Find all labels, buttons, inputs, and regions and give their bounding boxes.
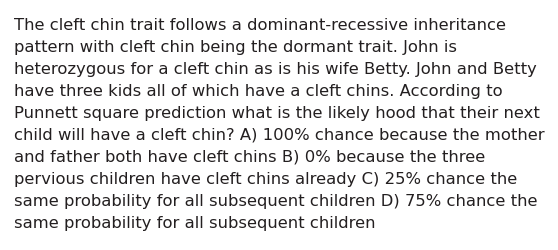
Text: heterozygous for a cleft chin as is his wife Betty. John and Betty: heterozygous for a cleft chin as is his … [14,62,537,77]
Text: child will have a cleft chin? A) 100% chance because the mother: child will have a cleft chin? A) 100% ch… [14,128,545,142]
Text: pattern with cleft chin being the dormant trait. John is: pattern with cleft chin being the dorman… [14,40,457,55]
Text: Punnett square prediction what is the likely hood that their next: Punnett square prediction what is the li… [14,106,540,120]
Text: same probability for all subsequent children: same probability for all subsequent chil… [14,215,376,230]
Text: pervious children have cleft chins already C) 25% chance the: pervious children have cleft chins alrea… [14,171,517,186]
Text: same probability for all subsequent children D) 75% chance the: same probability for all subsequent chil… [14,193,537,208]
Text: have three kids all of which have a cleft chins. According to: have three kids all of which have a clef… [14,84,503,98]
Text: and father both have cleft chins B) 0% because the three: and father both have cleft chins B) 0% b… [14,150,485,164]
Text: The cleft chin trait follows a dominant-recessive inheritance: The cleft chin trait follows a dominant-… [14,18,506,33]
